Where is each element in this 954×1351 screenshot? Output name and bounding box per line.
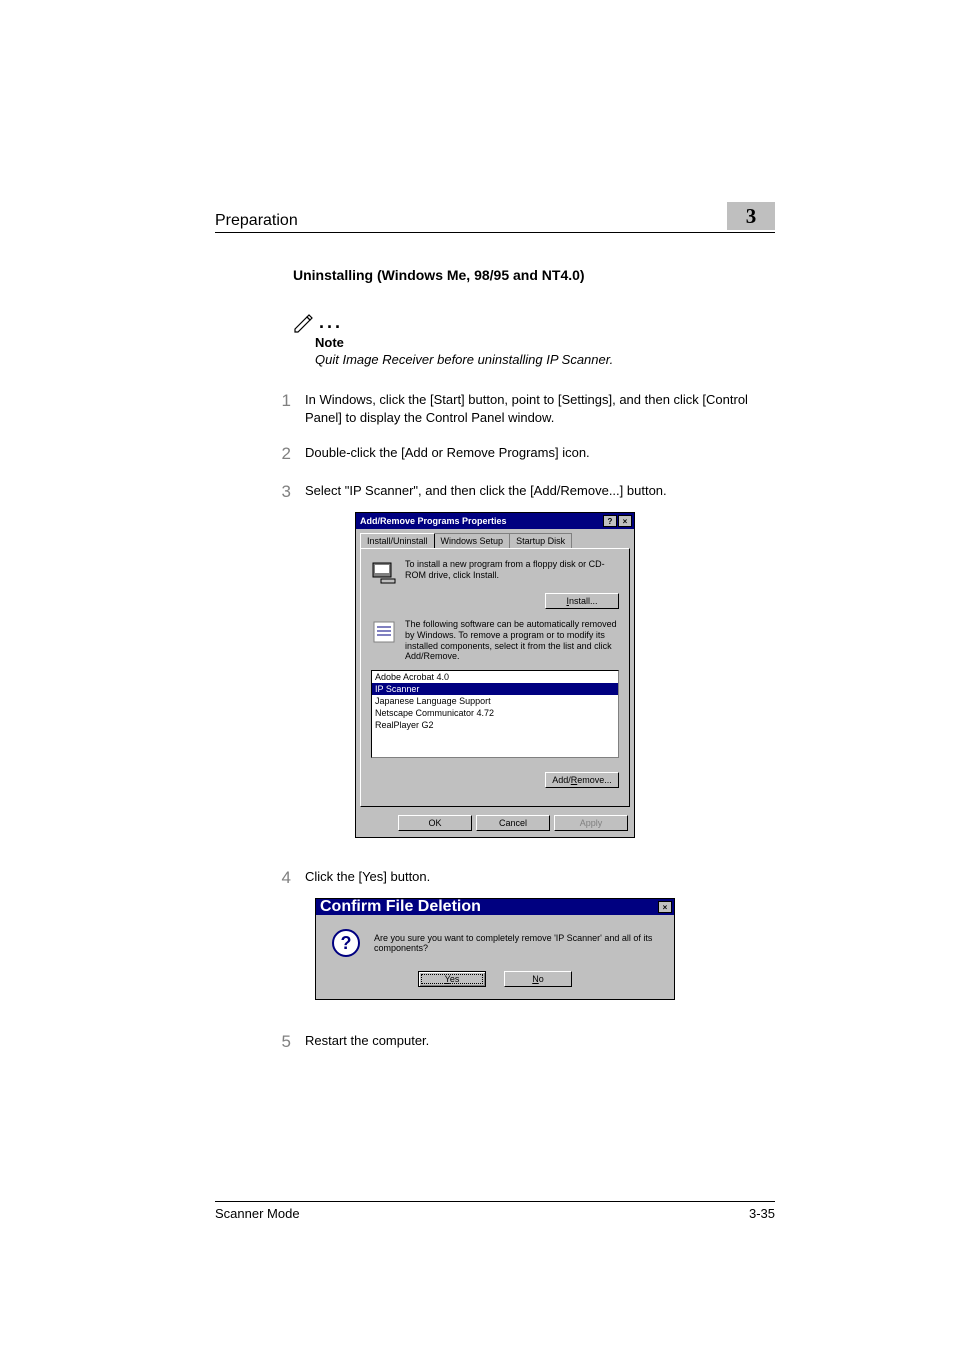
- apply-button[interactable]: Apply: [554, 815, 628, 831]
- footer-left: Scanner Mode: [215, 1206, 300, 1221]
- tab-panel: To install a new program from a floppy d…: [360, 548, 630, 807]
- confirm-buttons: Yes No: [316, 965, 674, 999]
- page-header: Preparation 3: [215, 202, 775, 233]
- confirm-file-deletion-dialog: Confirm File Deletion × ? Are you sure y…: [315, 898, 675, 1000]
- uninstall-description: The following software can be automatica…: [405, 619, 619, 662]
- dialog-buttons: OK Cancel Apply: [356, 811, 634, 837]
- step-2: 2 Double-click the [Add or Remove Progra…: [215, 444, 775, 464]
- step-text: Select "IP Scanner", and then click the …: [305, 482, 775, 502]
- tab-windows-setup[interactable]: Windows Setup: [434, 533, 511, 548]
- step-4: 4 Click the [Yes] button.: [215, 868, 775, 888]
- step-number: 5: [215, 1032, 291, 1052]
- step-text: Click the [Yes] button.: [305, 868, 775, 888]
- confirm-text: Are you sure you want to completely remo…: [374, 933, 662, 953]
- step-3: 3 Select "IP Scanner", and then click th…: [215, 482, 775, 502]
- list-item[interactable]: Netscape Communicator 4.72: [372, 707, 618, 719]
- list-item[interactable]: Japanese Language Support: [372, 695, 618, 707]
- note-label: Note: [315, 335, 775, 350]
- close-icon[interactable]: ×: [658, 901, 672, 913]
- pencil-icon: [293, 311, 315, 333]
- tabs: Install/Uninstall Windows Setup Startup …: [356, 529, 634, 548]
- programs-listbox[interactable]: Adobe Acrobat 4.0 IP Scanner Japanese La…: [371, 670, 619, 758]
- help-icon[interactable]: ?: [603, 515, 617, 527]
- close-icon[interactable]: ×: [618, 515, 632, 527]
- note-dots: ...: [319, 312, 343, 333]
- dialog-title: Confirm File Deletion: [320, 898, 481, 916]
- cancel-button[interactable]: Cancel: [476, 815, 550, 831]
- question-icon: ?: [332, 929, 360, 957]
- step-1: 1 In Windows, click the [Start] button, …: [215, 391, 775, 426]
- no-button[interactable]: No: [504, 971, 572, 987]
- step-number: 3: [215, 482, 291, 502]
- step-text: In Windows, click the [Start] button, po…: [305, 391, 775, 426]
- footer-page-number: 3-35: [749, 1206, 775, 1221]
- list-item[interactable]: RealPlayer G2: [372, 719, 618, 731]
- list-item-selected[interactable]: IP Scanner: [372, 683, 618, 695]
- step-text: Restart the computer.: [305, 1032, 775, 1052]
- note-text: Quit Image Receiver before uninstalling …: [315, 352, 775, 367]
- add-remove-button[interactable]: Add/Remove...: [545, 772, 619, 788]
- step-number: 2: [215, 444, 291, 464]
- note-block: ... Note Quit Image Receiver before unin…: [293, 311, 775, 367]
- step-text: Double-click the [Add or Remove Programs…: [305, 444, 775, 464]
- dialog-title: Add/Remove Programs Properties: [360, 516, 507, 526]
- tab-install-uninstall[interactable]: Install/Uninstall: [360, 533, 435, 548]
- step-5: 5 Restart the computer.: [215, 1032, 775, 1052]
- step-number: 1: [215, 391, 291, 426]
- add-remove-programs-dialog: Add/Remove Programs Properties ? × Insta…: [355, 512, 635, 838]
- list-item[interactable]: Adobe Acrobat 4.0: [372, 671, 618, 683]
- install-description: To install a new program from a floppy d…: [405, 559, 619, 585]
- step-number: 4: [215, 868, 291, 888]
- titlebar: Confirm File Deletion ×: [316, 899, 674, 915]
- ok-button[interactable]: OK: [398, 815, 472, 831]
- header-section: Preparation: [215, 212, 298, 230]
- page-footer: Scanner Mode 3-35: [215, 1201, 775, 1221]
- uninstall-icon: [371, 619, 397, 645]
- yes-button[interactable]: Yes: [418, 971, 486, 987]
- install-icon: [371, 559, 397, 585]
- install-button[interactable]: Install...: [545, 593, 619, 609]
- tab-startup-disk[interactable]: Startup Disk: [509, 533, 572, 548]
- titlebar: Add/Remove Programs Properties ? ×: [356, 513, 634, 529]
- section-title: Uninstalling (Windows Me, 98/95 and NT4.…: [293, 267, 775, 283]
- chapter-number-badge: 3: [727, 202, 775, 230]
